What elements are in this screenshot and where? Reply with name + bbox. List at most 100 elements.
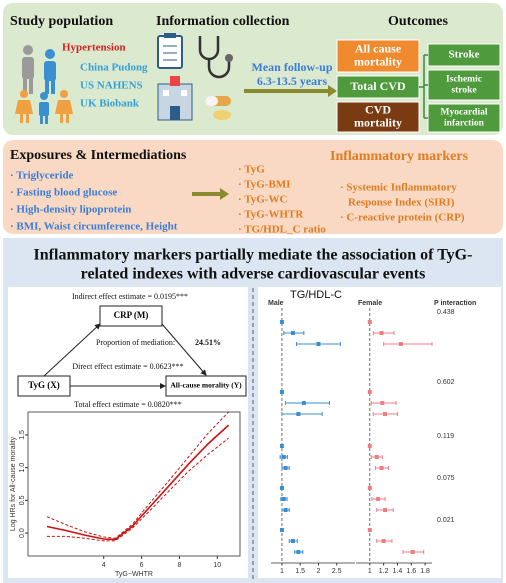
p-label: P interaction bbox=[434, 300, 476, 307]
x-tick-label: 1 bbox=[280, 568, 284, 575]
estimate-point bbox=[279, 390, 284, 394]
inflammatory-item: Response Index (SIRI) bbox=[348, 197, 455, 209]
y-tick-label: 1.0 bbox=[19, 463, 26, 473]
total-effect: Total effect estimate = 0.0820*** bbox=[74, 400, 182, 409]
outcome-bracket bbox=[419, 54, 428, 119]
estimate-point bbox=[296, 550, 301, 554]
x-tick-label: 1.8 bbox=[420, 568, 430, 575]
cohort: China Pudong bbox=[80, 62, 148, 74]
estimate-point bbox=[283, 508, 288, 512]
estimate-point bbox=[316, 342, 321, 346]
estimate-point bbox=[383, 508, 388, 512]
estimate-point bbox=[301, 401, 306, 405]
estimate-point bbox=[376, 497, 381, 501]
collection-title: Information collection bbox=[156, 14, 290, 29]
estimate-point bbox=[281, 455, 286, 459]
index-item: · TyG-WHTR bbox=[238, 209, 304, 221]
estimate-point bbox=[379, 466, 384, 470]
sub-outcome-label: Myocardial bbox=[441, 108, 488, 118]
estimate-point bbox=[367, 486, 372, 490]
female-label: Female bbox=[358, 300, 382, 307]
sub-outcome-box bbox=[427, 103, 501, 133]
exposure-item: · Fasting blood glucose bbox=[10, 187, 117, 199]
y-tick-label: 1.5 bbox=[19, 430, 26, 440]
spline-line bbox=[46, 424, 230, 541]
mediator: CRP (M) bbox=[114, 310, 149, 320]
ci-line bbox=[46, 411, 229, 539]
estimate-point bbox=[279, 486, 284, 490]
outcome-label: Total CVD bbox=[350, 79, 406, 93]
followup-line: 6.3-13.5 years bbox=[257, 74, 328, 88]
inflammatory-title: Inflammatory markers bbox=[330, 149, 469, 164]
exposure-arrow bbox=[192, 188, 229, 200]
estimate-point bbox=[279, 320, 284, 324]
forest-box bbox=[258, 287, 501, 578]
proportion-label: Proportion of mediation: bbox=[96, 338, 175, 347]
exposure: TyG (X) bbox=[28, 380, 60, 390]
estimate-point bbox=[367, 528, 372, 532]
ci-line bbox=[46, 437, 229, 542]
p-value: 0.075 bbox=[437, 475, 455, 482]
proportion-value: 24.51% bbox=[195, 338, 221, 347]
estimate-point bbox=[367, 390, 372, 394]
x-axis-label: TyG−WHTR bbox=[115, 571, 153, 578]
sub-outcome-label: stroke bbox=[451, 86, 476, 96]
outcome-label: All cause bbox=[355, 41, 402, 55]
estimate-point bbox=[374, 455, 379, 459]
followup-arrow bbox=[244, 85, 337, 97]
mediation-diagram: Indirect effect estimate = 0.0195*** CRP… bbox=[17, 292, 247, 409]
inflammatory-item: · Systemic Inflammatory bbox=[340, 182, 457, 194]
y-tick-label: 0.0 bbox=[19, 528, 26, 538]
y-axis-label: Log HRs for All-cause morality bbox=[10, 436, 17, 531]
outcome-label: mortality bbox=[354, 115, 402, 129]
estimate-point bbox=[380, 401, 385, 405]
p-value: 0.602 bbox=[437, 379, 455, 386]
x-tick-label: 1.4 bbox=[393, 568, 403, 575]
estimate-point bbox=[367, 444, 372, 448]
y-tick-label: 0.5 bbox=[19, 495, 26, 505]
estimate-point bbox=[290, 539, 295, 543]
x-tick-label: 10 bbox=[213, 562, 221, 569]
estimate-point bbox=[281, 497, 286, 501]
x-tick-label: 1.2 bbox=[379, 568, 389, 575]
findings-title: Inflammatory markers partially mediate t… bbox=[34, 247, 473, 264]
people-icons bbox=[15, 45, 73, 124]
mediation-box bbox=[8, 287, 248, 578]
sub-outcome-label: Ischemic bbox=[446, 75, 482, 85]
outcome: All-cause morality (Y) bbox=[170, 381, 242, 390]
sub-outcome-box bbox=[427, 69, 501, 101]
estimate-point bbox=[290, 331, 295, 335]
estimate-point bbox=[279, 444, 284, 448]
collection-icons bbox=[157, 33, 233, 121]
index-item: · TG/HDL_C ratio bbox=[238, 224, 326, 236]
estimate-point bbox=[367, 320, 372, 324]
outcome-label: CVD bbox=[365, 102, 391, 116]
x-tick-label: 4 bbox=[102, 562, 106, 569]
p-value: 0.021 bbox=[437, 517, 455, 524]
p-value: 0.438 bbox=[437, 309, 455, 316]
x-tick-label: 2.5 bbox=[332, 568, 342, 575]
study-title: Study population bbox=[10, 14, 113, 29]
sub-outcome-label: Stroke bbox=[449, 49, 480, 61]
x-tick-label: 1.5 bbox=[295, 568, 305, 575]
inflammatory-item: · C-reactive protein (CRP) bbox=[340, 212, 465, 224]
estimate-point bbox=[296, 412, 301, 416]
estimate-point bbox=[383, 412, 388, 416]
male-label: Male bbox=[268, 300, 284, 307]
estimate-point bbox=[410, 550, 415, 554]
findings-title: related indexes with adverse cardiovascu… bbox=[81, 266, 426, 283]
estimate-point bbox=[398, 342, 403, 346]
followup-line: Mean follow-up bbox=[252, 60, 333, 74]
plot-frame bbox=[27, 411, 241, 557]
outcomes-title: Outcomes bbox=[388, 14, 448, 29]
x-tick-label: 1 bbox=[368, 568, 372, 575]
x-tick-label: 1.6 bbox=[406, 568, 416, 575]
estimate-point bbox=[381, 539, 386, 543]
exposure-panel bbox=[3, 140, 503, 234]
index-item: · TyG-BMI bbox=[238, 179, 290, 191]
sub-outcome-label: infarction bbox=[444, 119, 485, 129]
x-tick-label: 8 bbox=[177, 562, 181, 569]
estimate-point bbox=[283, 466, 288, 470]
exposure-item: · Triglyceride bbox=[10, 170, 74, 182]
